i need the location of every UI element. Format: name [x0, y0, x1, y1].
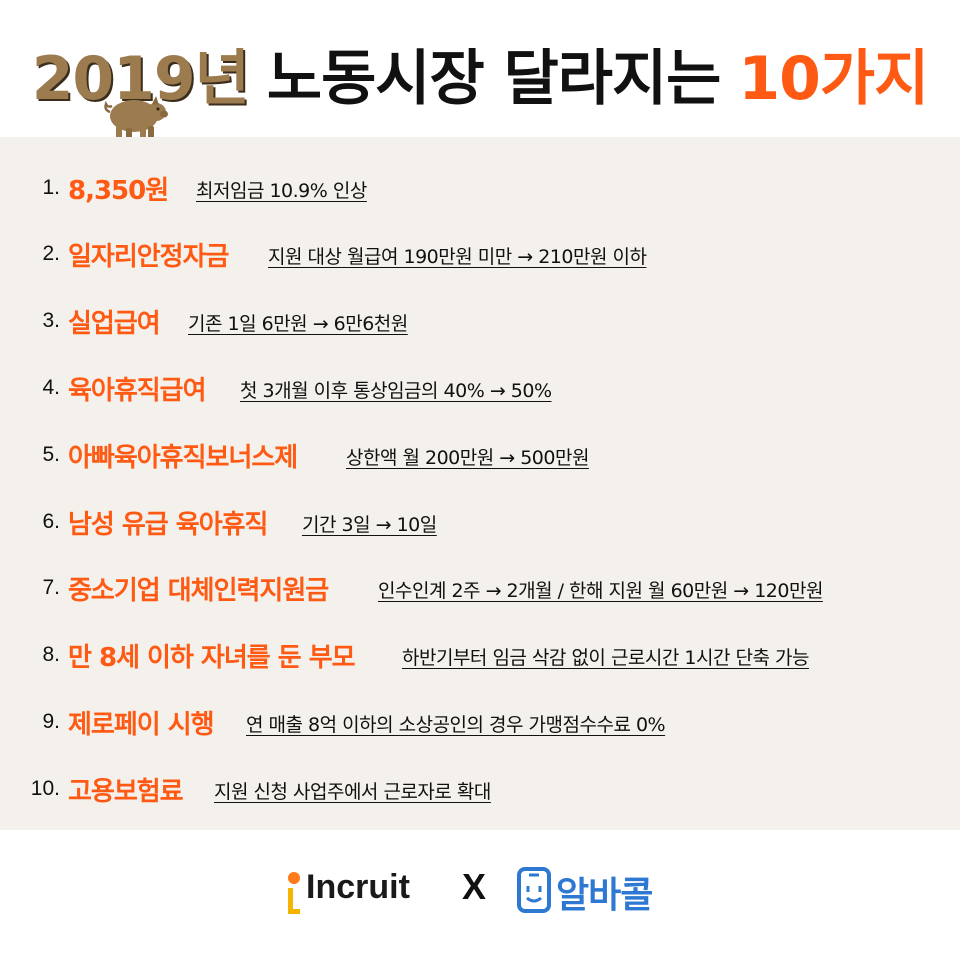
item-number: 10. [30, 777, 60, 800]
item-description: 최저임금 10.9% 인상 [196, 180, 367, 202]
item-keyword: 고용보험료 [68, 777, 184, 807]
item-number: 1. [42, 176, 60, 199]
footer [0, 830, 960, 960]
item-description: 첫 3개월 이후 통상임금의 40% → 50% [240, 380, 552, 402]
pig-icon [104, 96, 168, 140]
item-description: 상한액 월 200만원 → 500만원 [346, 447, 589, 469]
item-number: 6. [42, 510, 60, 533]
list-item: 6. 남성 유급 육아휴직 기간 3일 → 10일 [0, 501, 960, 541]
list-item: 2. 일자리안정자금 지원 대상 월급여 190만원 미만 → 210만원 이하 [0, 233, 960, 273]
list-item: 5. 아빠육아휴직보너스제 상한액 월 200만원 → 500만원 [0, 434, 960, 474]
item-number: 8. [42, 643, 60, 666]
item-number: 2. [42, 242, 60, 265]
item-number: 5. [42, 443, 60, 466]
item-number: 4. [42, 376, 60, 399]
item-keyword: 실업급여 [68, 309, 161, 339]
item-description: 하반기부터 임금 삭감 없이 근로시간 1시간 단축 가능 [402, 647, 809, 669]
logo-separator: X [462, 866, 487, 907]
title-count: 10가지 [738, 44, 929, 114]
item-keyword: 만 8세 이하 자녀를 둔 부모 [68, 643, 356, 673]
content-panel: 1. 8,350원 최저임금 10.9% 인상 2. 일자리안정자금 지원 대상… [0, 137, 960, 830]
incruit-bracket-icon [288, 888, 300, 914]
item-keyword: 일자리안정자금 [68, 242, 229, 272]
item-keyword: 남성 유급 육아휴직 [68, 510, 268, 540]
item-keyword: 중소기업 대체인력지원금 [68, 576, 329, 606]
list-item: 7. 중소기업 대체인력지원금 인수인계 2주 → 2개월 / 한해 지원 월 … [0, 567, 960, 607]
item-description: 지원 대상 월급여 190만원 미만 → 210만원 이하 [268, 246, 647, 268]
item-description: 연 매출 8억 이하의 소상공인의 경우 가맹점수수료 0% [246, 714, 666, 736]
header: 2019년 노동시장 달라지는 10가지 [0, 0, 960, 140]
item-number: 3. [42, 309, 60, 332]
item-description: 인수인계 2주 → 2개월 / 한해 지원 월 60만원 → 120만원 [378, 580, 823, 602]
item-number: 9. [42, 710, 60, 733]
list-item: 9. 제로페이 시행 연 매출 8억 이하의 소상공인의 경우 가맹점수수료 0… [0, 701, 960, 741]
item-description: 기존 1일 6만원 → 6만6천원 [188, 313, 408, 335]
item-keyword: 제로페이 시행 [68, 710, 215, 740]
list-item: 4. 육아휴직급여 첫 3개월 이후 통상임금의 40% → 50% [0, 367, 960, 407]
item-keyword: 육아휴직급여 [68, 376, 207, 406]
item-description: 지원 신청 사업주에서 근로자로 확대 [214, 781, 491, 803]
title-main: 노동시장 달라지는 [266, 44, 721, 114]
list-item: 10. 고용보험료 지원 신청 사업주에서 근로자로 확대 [0, 768, 960, 808]
item-keyword: 아빠육아휴직보너스제 [68, 443, 298, 473]
item-number: 7. [42, 576, 60, 599]
item-description: 기간 3일 → 10일 [302, 514, 437, 536]
incruit-dot-icon [288, 872, 300, 884]
list-item: 3. 실업급여 기존 1일 6만원 → 6만6천원 [0, 300, 960, 340]
phone-face-icon [517, 867, 551, 913]
list-item: 8. 만 8세 이하 자녀를 둔 부모 하반기부터 임금 삭감 없이 근로시간 … [0, 634, 960, 674]
list-item: 1. 8,350원 최저임금 10.9% 인상 [0, 167, 960, 207]
page-title: 2019년 노동시장 달라지는 10가지 [0, 30, 960, 117]
incruit-wordmark: Incruit [306, 868, 410, 906]
albacall-wordmark: 알바콜 [556, 875, 653, 916]
item-keyword: 8,350원 [68, 176, 169, 206]
